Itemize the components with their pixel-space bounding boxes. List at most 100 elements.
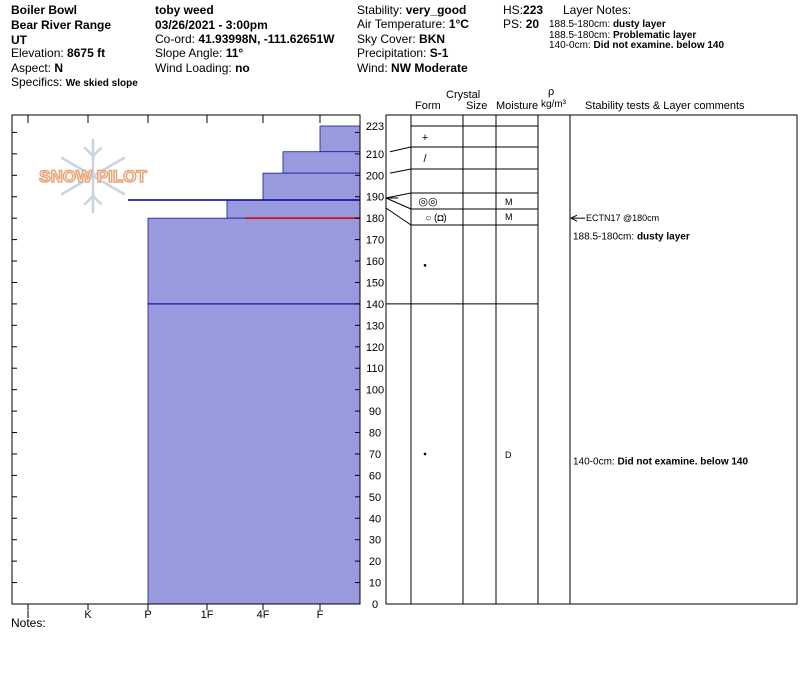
form-symbol: ◎◎ bbox=[418, 196, 437, 208]
hardness-bar bbox=[226, 199, 361, 219]
sky-cover-row: Sky Cover: BKN bbox=[357, 32, 445, 46]
form-symbol: / bbox=[423, 153, 427, 165]
coord-row: Co-ord: 41.93998N, -111.62651W bbox=[155, 32, 334, 46]
depth-tick-label: 160 bbox=[366, 256, 384, 268]
depth-tick-label: 210 bbox=[366, 149, 384, 161]
layer-note: 188.5-180cm: Problematic layer bbox=[549, 30, 696, 41]
air-temp-value: 1°C bbox=[448, 17, 469, 31]
notes-label: Notes: bbox=[11, 616, 46, 630]
specifics-value: We skied slope bbox=[65, 78, 138, 89]
form-symbol: ○ (◘) bbox=[425, 213, 447, 224]
row-connector bbox=[385, 192, 412, 199]
layer-comment-range: 188.5-180cm: bbox=[573, 231, 637, 242]
depth-tick-label: 130 bbox=[366, 320, 384, 332]
depth-point-marker bbox=[423, 264, 427, 267]
range-name: Bear River Range bbox=[11, 18, 112, 32]
coord-label: Co-ord: bbox=[155, 32, 196, 46]
depth-tick-label: 80 bbox=[369, 428, 381, 440]
ps-row: PS: 20 bbox=[503, 17, 539, 31]
hardness-tick-label: P bbox=[144, 609, 151, 621]
elevation-value: 8675 ft bbox=[67, 46, 106, 60]
slope-value: 11° bbox=[225, 46, 244, 60]
form-symbol: + bbox=[422, 132, 428, 144]
ps-value: 20 bbox=[525, 17, 540, 31]
aspect-value: N bbox=[54, 61, 64, 75]
arrow-head-icon bbox=[569, 214, 578, 222]
depth-tick-label: 150 bbox=[366, 277, 384, 289]
moisture-value: M bbox=[505, 212, 513, 222]
air-temp-row: Air Temperature: 1°C bbox=[357, 17, 469, 31]
hardness-tick-label: 4F bbox=[257, 609, 270, 621]
stability-label: Stability: bbox=[357, 3, 403, 17]
moisture-value: D bbox=[505, 450, 512, 460]
moisture-value: M bbox=[505, 197, 513, 207]
state-name: UT bbox=[11, 33, 27, 47]
hs-value: 223 bbox=[523, 3, 544, 17]
row-connector bbox=[385, 197, 412, 210]
depth-tick-label: 0 bbox=[372, 599, 378, 611]
depth-point-marker bbox=[423, 452, 427, 456]
layer-note: 188.5-180cm: dusty layer bbox=[549, 19, 666, 30]
hardness-bar bbox=[262, 172, 361, 201]
row-connector bbox=[389, 146, 412, 153]
form-header: Form bbox=[415, 100, 441, 112]
depth-tick-label: 190 bbox=[366, 192, 384, 204]
depth-tick-label: 100 bbox=[366, 385, 384, 397]
hardness-plot-frame bbox=[11, 114, 361, 605]
depth-tick-label: 180 bbox=[366, 213, 384, 225]
specifics-label: Specifics: bbox=[11, 75, 63, 89]
wind-value: NW Moderate bbox=[391, 61, 468, 75]
hardness-bar bbox=[147, 303, 361, 605]
air-temp-label: Air Temperature: bbox=[357, 17, 446, 31]
hardness-bar bbox=[319, 125, 361, 153]
layer-note-range: 140-0cm: bbox=[549, 40, 591, 51]
layer-comment-range: 140-0cm: bbox=[573, 456, 617, 467]
slope-label: Slope Angle: bbox=[155, 46, 223, 60]
size-header: Size bbox=[466, 100, 488, 112]
precip-value: S-1 bbox=[429, 46, 449, 60]
hardness-bar bbox=[147, 217, 361, 305]
wind-loading-value: no bbox=[235, 61, 250, 75]
snowflake-icon bbox=[60, 138, 126, 214]
depth-tick-label: 140 bbox=[366, 299, 384, 311]
aspect-label: Aspect: bbox=[11, 61, 52, 75]
stability-test-label: ECTN17 @180cm bbox=[586, 213, 659, 223]
depth-tick-label: 30 bbox=[369, 535, 381, 547]
specifics-row: Specifics: We skied slope bbox=[11, 75, 138, 89]
hs-row: HS:223 bbox=[503, 3, 543, 17]
crystal-header: Crystal bbox=[446, 89, 481, 101]
layer-note-text: Did not examine. below 140 bbox=[593, 40, 725, 51]
location-name: Boiler Bowl bbox=[11, 3, 78, 17]
depth-tick-label: 90 bbox=[369, 406, 381, 418]
hardness-tick-label: 1F bbox=[201, 609, 214, 621]
depth-tick-label: 20 bbox=[369, 556, 381, 568]
density-rho-header: ρ bbox=[548, 86, 555, 98]
comments-header: Stability tests & Layer comments bbox=[585, 100, 745, 112]
hardness-tick-label: F bbox=[317, 609, 324, 621]
row-connector bbox=[385, 207, 412, 226]
sky-cover-label: Sky Cover: bbox=[357, 32, 416, 46]
layer-note-range: 188.5-180cm: bbox=[549, 30, 611, 41]
wind-label: Wind: bbox=[357, 61, 388, 75]
layer-note-text: Problematic layer bbox=[612, 30, 697, 41]
stability-value: very_good bbox=[405, 3, 467, 17]
stability-row: Stability: very_good bbox=[357, 3, 466, 17]
depth-tick-label: 200 bbox=[366, 170, 384, 182]
precip-row: Precipitation: S-1 bbox=[357, 46, 448, 60]
hs-label: HS: bbox=[503, 3, 524, 17]
layer-comment-text: Did not examine. below 140 bbox=[617, 456, 748, 467]
coord-value: 41.93998N, -111.62651W bbox=[198, 32, 335, 46]
ps-label: PS: bbox=[503, 17, 523, 31]
layer-note-text: dusty layer bbox=[612, 19, 666, 30]
depth-tick-label: 170 bbox=[366, 235, 384, 247]
hardness-tick-label: K bbox=[84, 609, 92, 621]
observer-name: toby weed bbox=[155, 3, 214, 17]
layer-notes-title: Layer Notes: bbox=[563, 3, 632, 17]
wind-loading-row: Wind Loading: no bbox=[155, 61, 250, 75]
elevation-row: Elevation: 8675 ft bbox=[11, 46, 105, 60]
sky-cover-value: BKN bbox=[419, 32, 446, 46]
snowpilot-logo: SNOW PILOT bbox=[38, 138, 148, 214]
depth-tick-label: 10 bbox=[369, 578, 381, 590]
density-unit-header: kg/m³ bbox=[541, 99, 566, 110]
